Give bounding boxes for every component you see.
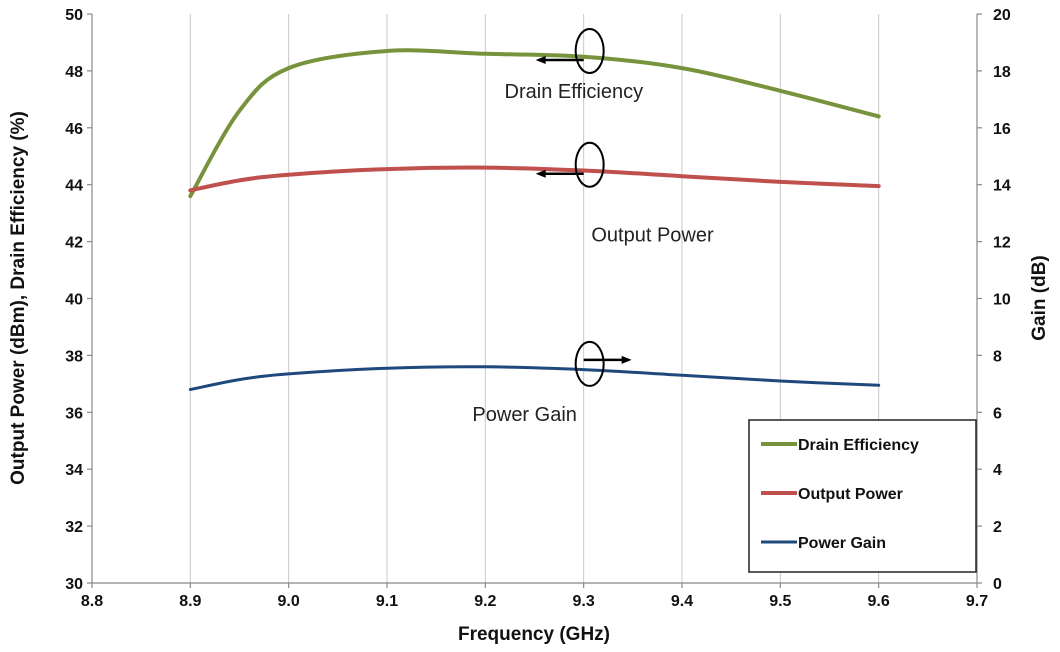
power-gain-arrow-head xyxy=(621,355,632,364)
right-y-tick-label: 18 xyxy=(993,64,1011,81)
left-y-tick-label: 36 xyxy=(65,405,83,422)
power-gain-line xyxy=(188,365,881,391)
left-y-tick-label: 48 xyxy=(65,64,83,81)
left-y-tick-label: 46 xyxy=(65,121,83,138)
left-y-tick-label: 40 xyxy=(65,292,83,309)
x-tick-label: 9.5 xyxy=(769,593,791,610)
x-tick-label: 9.2 xyxy=(474,593,496,610)
x-tick-label: 9.6 xyxy=(868,593,890,610)
right-y-tick-label: 6 xyxy=(993,405,1002,422)
right-y-tick-label: 14 xyxy=(993,178,1011,195)
left-y-tick-label: 44 xyxy=(65,178,83,195)
drain-efficiency-annotation-label: Drain Efficiency xyxy=(505,81,644,103)
output-power-line xyxy=(188,165,881,193)
right-y-tick-label: 8 xyxy=(993,348,1002,365)
tick-labels: 8.8 8.9 9.0 9.1 9.2 9.3 9.4 9.5 9.6 9.7 30 32 34 36 38… xyxy=(65,7,1011,610)
right-y-tick-label: 10 xyxy=(993,292,1011,309)
power-gain-legend-label: Power Gain xyxy=(798,535,886,552)
left-y-tick-label: 34 xyxy=(65,462,83,479)
right-y-axis-title: Gain (dB) xyxy=(1029,255,1050,341)
right-y-tick-label: 4 xyxy=(993,462,1002,479)
power-gain-marker-ellipse xyxy=(574,340,605,387)
output-power-arrow-head xyxy=(535,169,546,178)
output-power-marker-ellipse xyxy=(574,141,605,188)
left-y-tick-label: 30 xyxy=(65,576,83,593)
right-y-tick-label: 20 xyxy=(993,7,1011,24)
right-y-tick-label: 12 xyxy=(993,235,1011,252)
x-tick-label: 9.1 xyxy=(376,593,398,610)
legend: Drain Efficiency Output Power Power Gain xyxy=(748,419,977,573)
x-tick-label: 8.8 xyxy=(81,593,103,610)
drain-efficiency-legend-label: Drain Efficiency xyxy=(798,437,919,454)
x-tick-label: 9.3 xyxy=(573,593,595,610)
x-tick-label: 9.0 xyxy=(278,593,300,610)
right-y-tick-label: 2 xyxy=(993,519,1002,536)
right-y-tick-label: 0 xyxy=(993,576,1002,593)
right-y-tick-label: 16 xyxy=(993,121,1011,138)
annotations: Drain Efficiency Output Power Power Gain xyxy=(472,27,714,426)
left-y-tick-label: 32 xyxy=(65,519,83,536)
drain-efficiency-arrow-head xyxy=(535,55,546,64)
left-y-axis-title: Output Power (dBm), Drain Efficiency (%) xyxy=(8,111,29,485)
output-power-annotation-label: Output Power xyxy=(591,225,714,247)
axes xyxy=(87,13,982,588)
power-gain-annotation-label: Power Gain xyxy=(472,404,577,426)
x-tick-label: 9.7 xyxy=(966,593,988,610)
output-power-legend-label: Output Power xyxy=(798,486,903,503)
drain-efficiency-marker-ellipse xyxy=(574,27,605,74)
x-tick-label: 9.4 xyxy=(671,593,693,610)
drain-efficiency-line xyxy=(188,48,881,199)
series-lines xyxy=(188,48,881,391)
left-y-tick-label: 50 xyxy=(65,7,83,24)
left-y-tick-label: 42 xyxy=(65,235,83,252)
left-y-tick-label: 38 xyxy=(65,348,83,365)
x-tick-label: 8.9 xyxy=(179,593,201,610)
x-axis-title: Frequency (GHz) xyxy=(458,624,610,645)
